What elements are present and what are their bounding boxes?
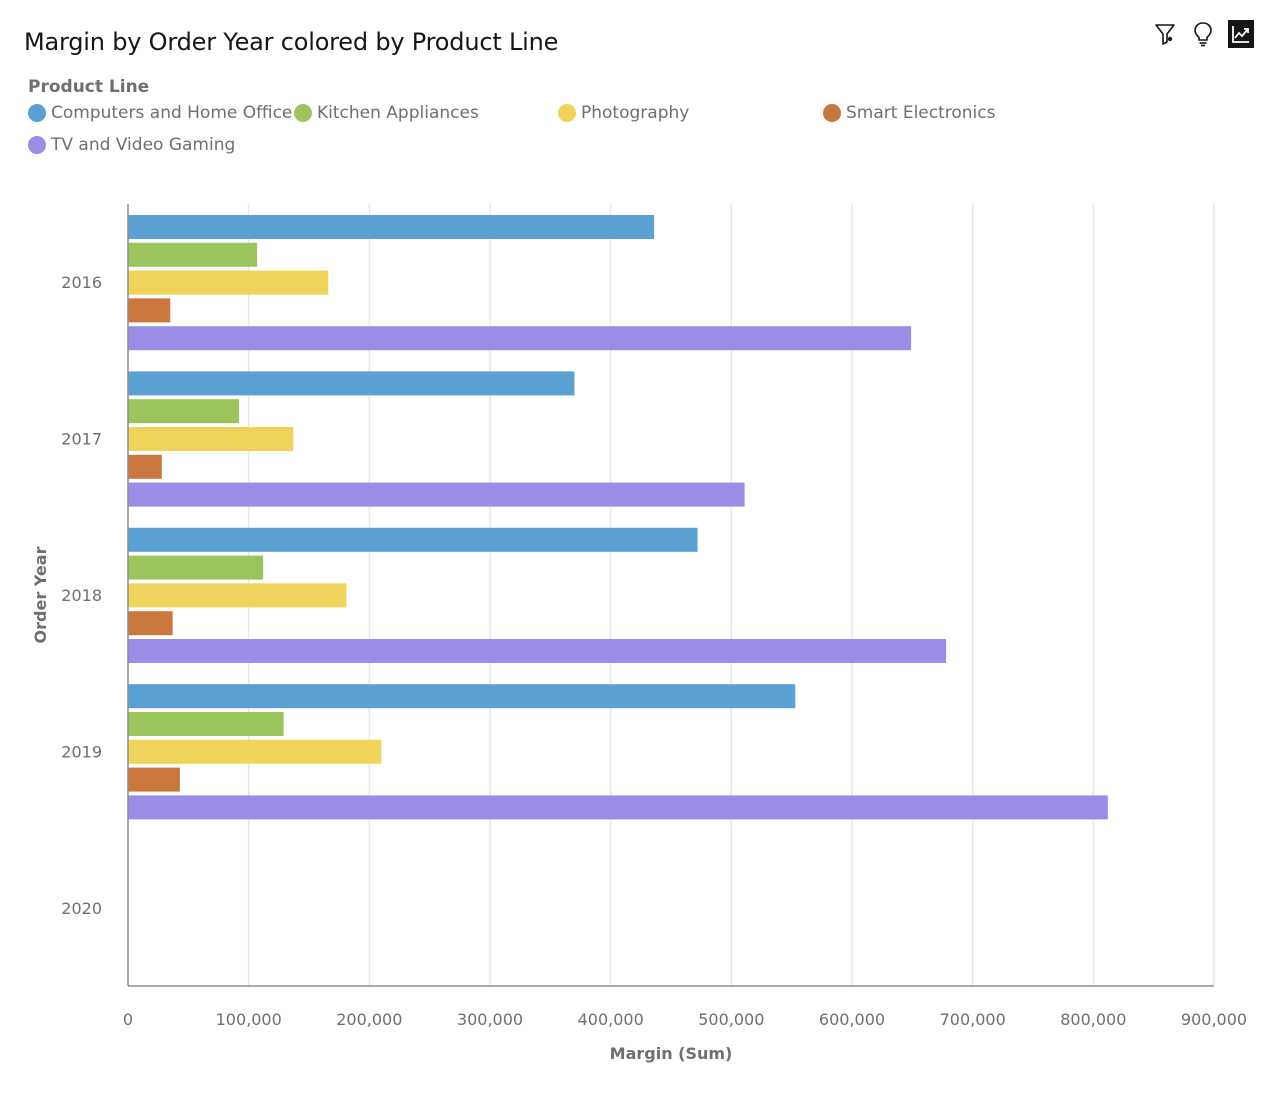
y-tick-label: 2020 xyxy=(61,899,102,918)
bar xyxy=(128,242,258,267)
x-tick-label: 300,000 xyxy=(457,1010,523,1029)
legend-label: Kitchen Appliances xyxy=(317,103,479,123)
chart-toolbar xyxy=(1152,20,1254,48)
y-tick-label: 2016 xyxy=(61,273,102,292)
chart-title: Margin by Order Year colored by Product … xyxy=(24,28,559,56)
y-tick-label: 2019 xyxy=(61,742,102,761)
y-tick-label: 2017 xyxy=(61,430,102,449)
legend: Computers and Home Office Kitchen Applia… xyxy=(28,100,1068,170)
x-tick-label: 800,000 xyxy=(1060,1010,1126,1029)
bar xyxy=(128,739,382,764)
legend-swatch xyxy=(28,136,46,154)
legend-item-kitchen-appliances[interactable]: Kitchen Appliances xyxy=(294,103,479,123)
y-axis-title: Order Year xyxy=(31,546,50,643)
x-tick-label: 400,000 xyxy=(578,1010,644,1029)
legend-label: Smart Electronics xyxy=(846,103,996,123)
legend-label: Computers and Home Office xyxy=(51,103,293,123)
bar xyxy=(128,684,796,709)
bar xyxy=(128,527,698,552)
x-tick-label: 500,000 xyxy=(698,1010,764,1029)
legend-title: Product Line xyxy=(28,77,150,97)
legend-swatch xyxy=(28,104,46,122)
bar xyxy=(128,399,240,424)
bar xyxy=(128,454,162,479)
bar xyxy=(128,270,329,295)
legend-label: TV and Video Gaming xyxy=(51,135,236,155)
bar xyxy=(128,482,745,507)
bar xyxy=(128,371,575,396)
legend-label: Photography xyxy=(581,103,690,123)
legend-swatch xyxy=(294,104,312,122)
legend-item-tv-video-gaming[interactable]: TV and Video Gaming xyxy=(28,135,235,155)
x-tick-label: 600,000 xyxy=(819,1010,885,1029)
bar xyxy=(128,326,912,351)
bar xyxy=(128,639,947,663)
bar xyxy=(128,215,655,239)
chart-insight-icon[interactable] xyxy=(1228,20,1254,48)
x-axis-title: Margin (Sum) xyxy=(610,1044,733,1063)
bar xyxy=(128,712,284,736)
legend-swatch xyxy=(558,104,576,122)
bar xyxy=(128,427,294,451)
x-tick-label: 900,000 xyxy=(1181,1010,1247,1029)
x-tick-label: 0 xyxy=(123,1010,133,1029)
legend-swatch xyxy=(823,104,841,122)
filter-icon[interactable] xyxy=(1152,20,1178,48)
x-tick-label: 100,000 xyxy=(216,1010,282,1029)
bar xyxy=(128,298,171,323)
bar xyxy=(128,767,180,792)
bar xyxy=(128,555,264,580)
lightbulb-icon[interactable] xyxy=(1190,20,1216,48)
legend-item-computers-home-office[interactable]: Computers and Home Office xyxy=(28,103,292,123)
y-tick-label: 2018 xyxy=(61,586,102,605)
bar xyxy=(128,611,173,636)
legend-item-smart-electronics[interactable]: Smart Electronics xyxy=(823,103,995,123)
x-tick-label: 700,000 xyxy=(940,1010,1006,1029)
bar xyxy=(128,795,1108,820)
bar xyxy=(128,583,347,608)
x-tick-label: 200,000 xyxy=(336,1010,402,1029)
legend-item-photography[interactable]: Photography xyxy=(558,103,689,123)
